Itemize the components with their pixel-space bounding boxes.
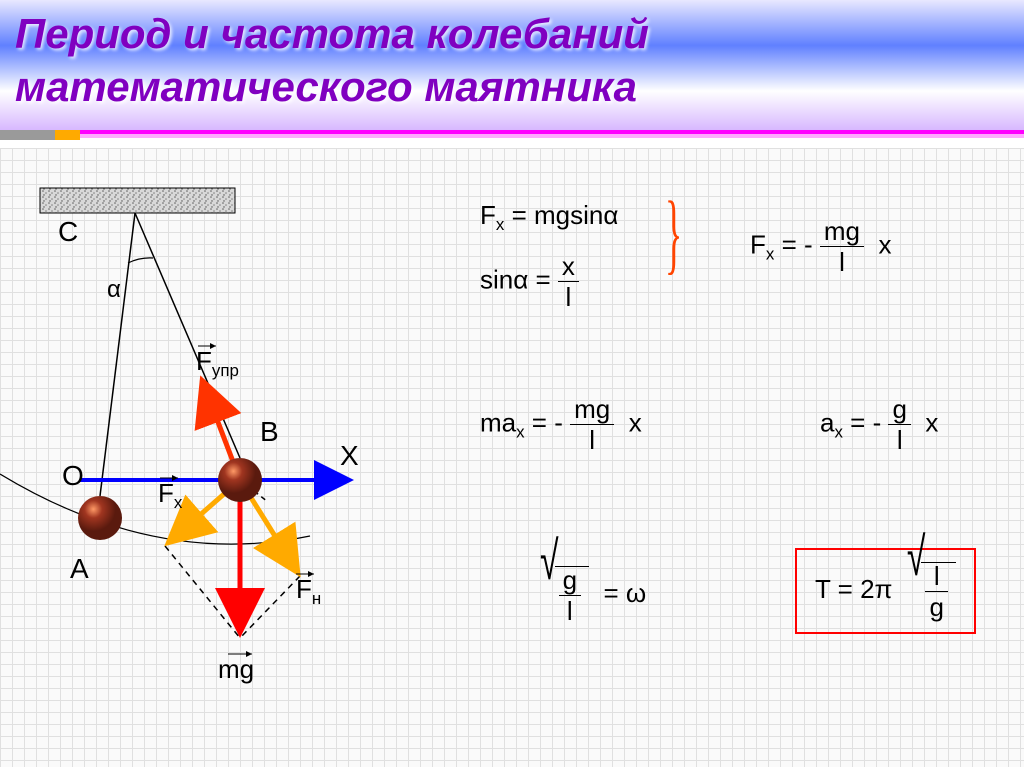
eq-ax: ax = - gl x <box>820 396 938 453</box>
formulas-area: Fx = mgsinα sinα = xl } Fx = - mgl x max… <box>440 148 1024 767</box>
divider <box>0 130 1024 148</box>
label-B: B <box>260 416 279 448</box>
eq-max: max = - mgl x <box>480 396 642 453</box>
label-F-x: Fx <box>158 478 182 513</box>
pendulum-diagram: C α O A B X Fупр Fx Fн mg <box>0 148 440 708</box>
label-F-upr: Fупр <box>196 346 239 381</box>
slide-title: Период и частота колебаний математическо… <box>15 8 1024 113</box>
label-A: A <box>70 553 89 585</box>
eq-omega: √ gl = ω <box>540 566 646 624</box>
eq-period-boxed: T = 2π √ lg <box>795 548 976 634</box>
label-mg: mg <box>218 654 254 685</box>
label-O: O <box>62 460 84 492</box>
label-X: X <box>340 440 359 472</box>
slide-header: Период и частота колебаний математическо… <box>0 0 1024 130</box>
eq-sina-xl: sinα = xl <box>480 253 579 310</box>
label-F-n: Fн <box>296 574 321 609</box>
brace-icon: } <box>665 182 682 285</box>
label-C: C <box>58 216 78 248</box>
eq-fx-result: Fx = - mgl x <box>750 218 891 275</box>
label-alpha: α <box>107 276 121 304</box>
eq-fx-mgsina: Fx = mgsinα <box>480 200 618 235</box>
content-area: C α O A B X Fупр Fx Fн mg Fx = mgsinα si… <box>0 148 1024 767</box>
